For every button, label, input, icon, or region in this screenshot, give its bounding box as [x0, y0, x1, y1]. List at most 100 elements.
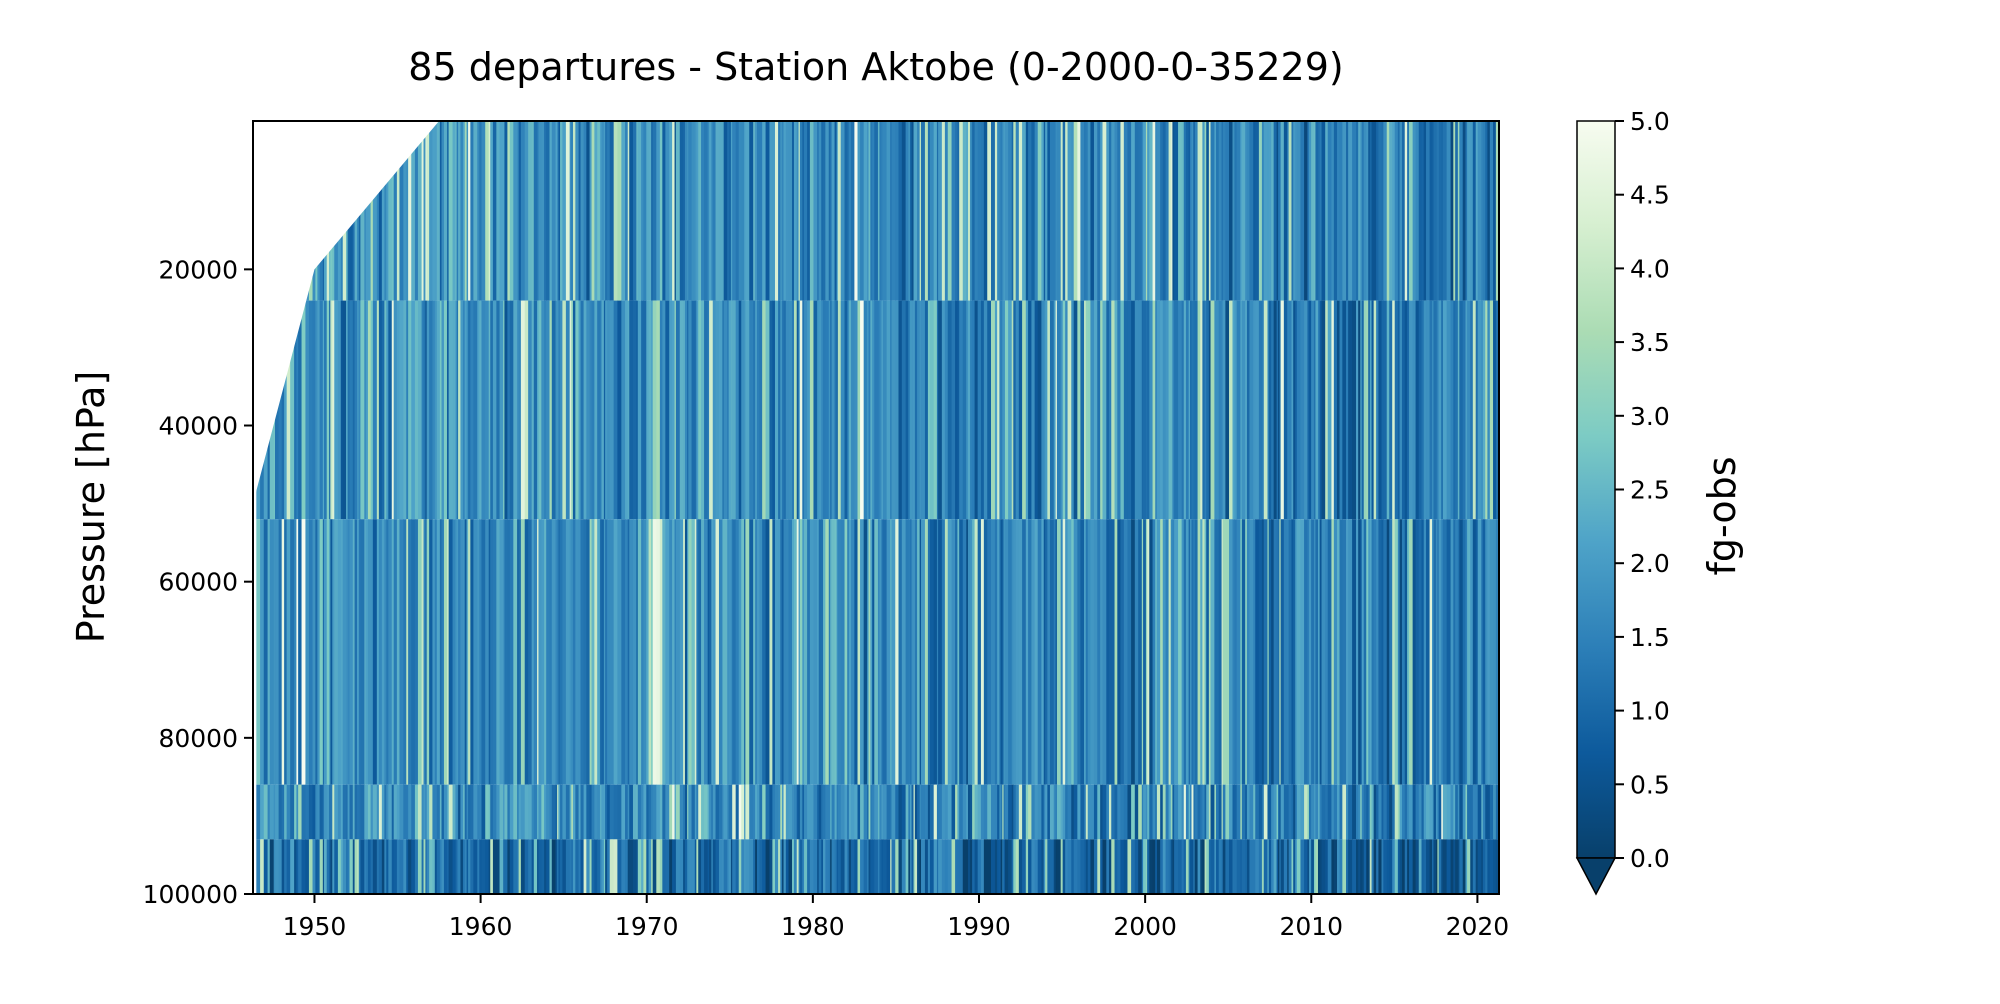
heatmap-cell: [723, 839, 728, 894]
heatmap-cell: [490, 519, 494, 785]
heatmap-cell: [324, 784, 328, 840]
heatmap-cell: [704, 839, 709, 894]
heatmap-cell: [326, 839, 330, 894]
heatmap-cell: [580, 300, 585, 520]
heatmap-cell: [1255, 300, 1260, 520]
heatmap-cell: [1373, 300, 1377, 520]
heatmap-cell: [994, 784, 998, 840]
heatmap-cell: [1271, 839, 1275, 894]
heatmap-cell: [1432, 121, 1435, 301]
heatmap-cell: [580, 784, 585, 840]
heatmap-cell: [807, 784, 811, 840]
heatmap-cell: [466, 839, 469, 894]
heatmap-cell: [1407, 784, 1410, 840]
heatmap-cell: [1045, 784, 1048, 840]
heatmap-cell: [837, 784, 842, 840]
heatmap-cell: [1475, 300, 1479, 520]
heatmap-cell: [1304, 300, 1309, 520]
heatmap-cell: [707, 121, 710, 301]
heatmap-cell: [1313, 300, 1317, 520]
heatmap-cell: [1234, 300, 1238, 520]
heatmap-cell: [1185, 300, 1190, 520]
heatmap-cell: [290, 300, 295, 520]
heatmap-cell: [1002, 519, 1005, 785]
heatmap-cell: [1376, 839, 1380, 894]
heatmap-cell: [1317, 300, 1321, 520]
heatmap-cell: [679, 784, 684, 840]
heatmap-cell: [1475, 519, 1479, 785]
heatmap-cell: [446, 784, 450, 840]
heatmap-cell: [544, 121, 547, 301]
heatmap-cell: [537, 784, 540, 840]
heatmap-cell: [376, 519, 380, 785]
heatmap-cell: [342, 784, 347, 840]
heatmap-cell: [367, 519, 372, 785]
heatmap-cell: [1208, 519, 1212, 785]
heatmap-cell: [432, 784, 436, 840]
heatmap-cell: [698, 300, 702, 520]
heatmap-cell: [1313, 121, 1317, 301]
heatmap-cell: [665, 519, 670, 785]
heatmap-cell: [837, 519, 842, 785]
heatmap-cell: [831, 784, 836, 840]
heatmap-cell: [791, 839, 795, 894]
heatmap-cell: [755, 121, 758, 301]
heatmap-cell: [882, 121, 888, 301]
heatmap-cell: [565, 519, 571, 785]
heatmap-cell: [1485, 300, 1488, 520]
heatmap-cell: [1371, 519, 1375, 785]
heatmap-cell: [1475, 121, 1479, 301]
heatmap-cell: [1273, 300, 1278, 520]
heatmap-cell: [1008, 839, 1013, 894]
y-tick-label: 80000: [158, 724, 238, 753]
heatmap-cell: [1276, 121, 1279, 301]
heatmap-cell: [735, 300, 740, 520]
heatmap-cell: [1225, 519, 1230, 785]
heatmap-cell: [1053, 839, 1057, 894]
heatmap-cell: [712, 300, 717, 520]
heatmap-cell: [1111, 519, 1116, 785]
heatmap-cell: [755, 784, 758, 840]
heatmap-cell: [357, 300, 360, 520]
heatmap-cell: [1034, 121, 1039, 301]
heatmap-cell: [372, 519, 378, 785]
heatmap-cell: [872, 300, 875, 520]
heatmap-cell: [312, 839, 316, 894]
heatmap-cell: [466, 519, 469, 785]
heatmap-cell: [1053, 121, 1057, 301]
heatmap-cell: [605, 300, 608, 520]
heatmap-cell: [1368, 839, 1371, 894]
heatmap-cell: [1178, 300, 1183, 520]
heatmap-cell: [381, 839, 385, 894]
heatmap-cell: [1339, 519, 1343, 785]
heatmap-cell: [1152, 784, 1156, 840]
heatmap-cell: [562, 784, 567, 840]
heatmap-cell: [583, 784, 587, 840]
heatmap-cell: [1333, 839, 1338, 894]
heatmap-cell: [1263, 839, 1269, 894]
heatmap-cell: [1015, 839, 1020, 894]
heatmap-cell: [662, 839, 666, 894]
heatmap-cell: [1453, 839, 1456, 894]
heatmap-cell: [1183, 121, 1187, 301]
heatmap-cell: [921, 784, 926, 840]
heatmap-cell: [679, 519, 684, 785]
plot-area: [253, 121, 1499, 894]
heatmap-cell: [688, 839, 693, 894]
heatmap-cell: [426, 839, 430, 894]
heatmap-cell: [462, 300, 466, 520]
heatmap-cell: [727, 519, 730, 785]
heatmap-cell: [364, 121, 367, 301]
x-tick-label: 1980: [781, 912, 845, 941]
heatmap-cell: [831, 839, 836, 894]
heatmap-cell: [1457, 121, 1460, 301]
heatmap-cell: [977, 839, 982, 894]
heatmap-cell: [267, 784, 271, 840]
heatmap-cell: [458, 519, 462, 785]
heatmap-cell: [421, 784, 425, 840]
heatmap-cell: [1487, 300, 1491, 520]
heatmap-cell: [997, 300, 1001, 520]
heatmap-cell: [1225, 300, 1230, 520]
heatmap-cell: [1093, 839, 1098, 894]
heatmap-cell: [589, 784, 593, 840]
